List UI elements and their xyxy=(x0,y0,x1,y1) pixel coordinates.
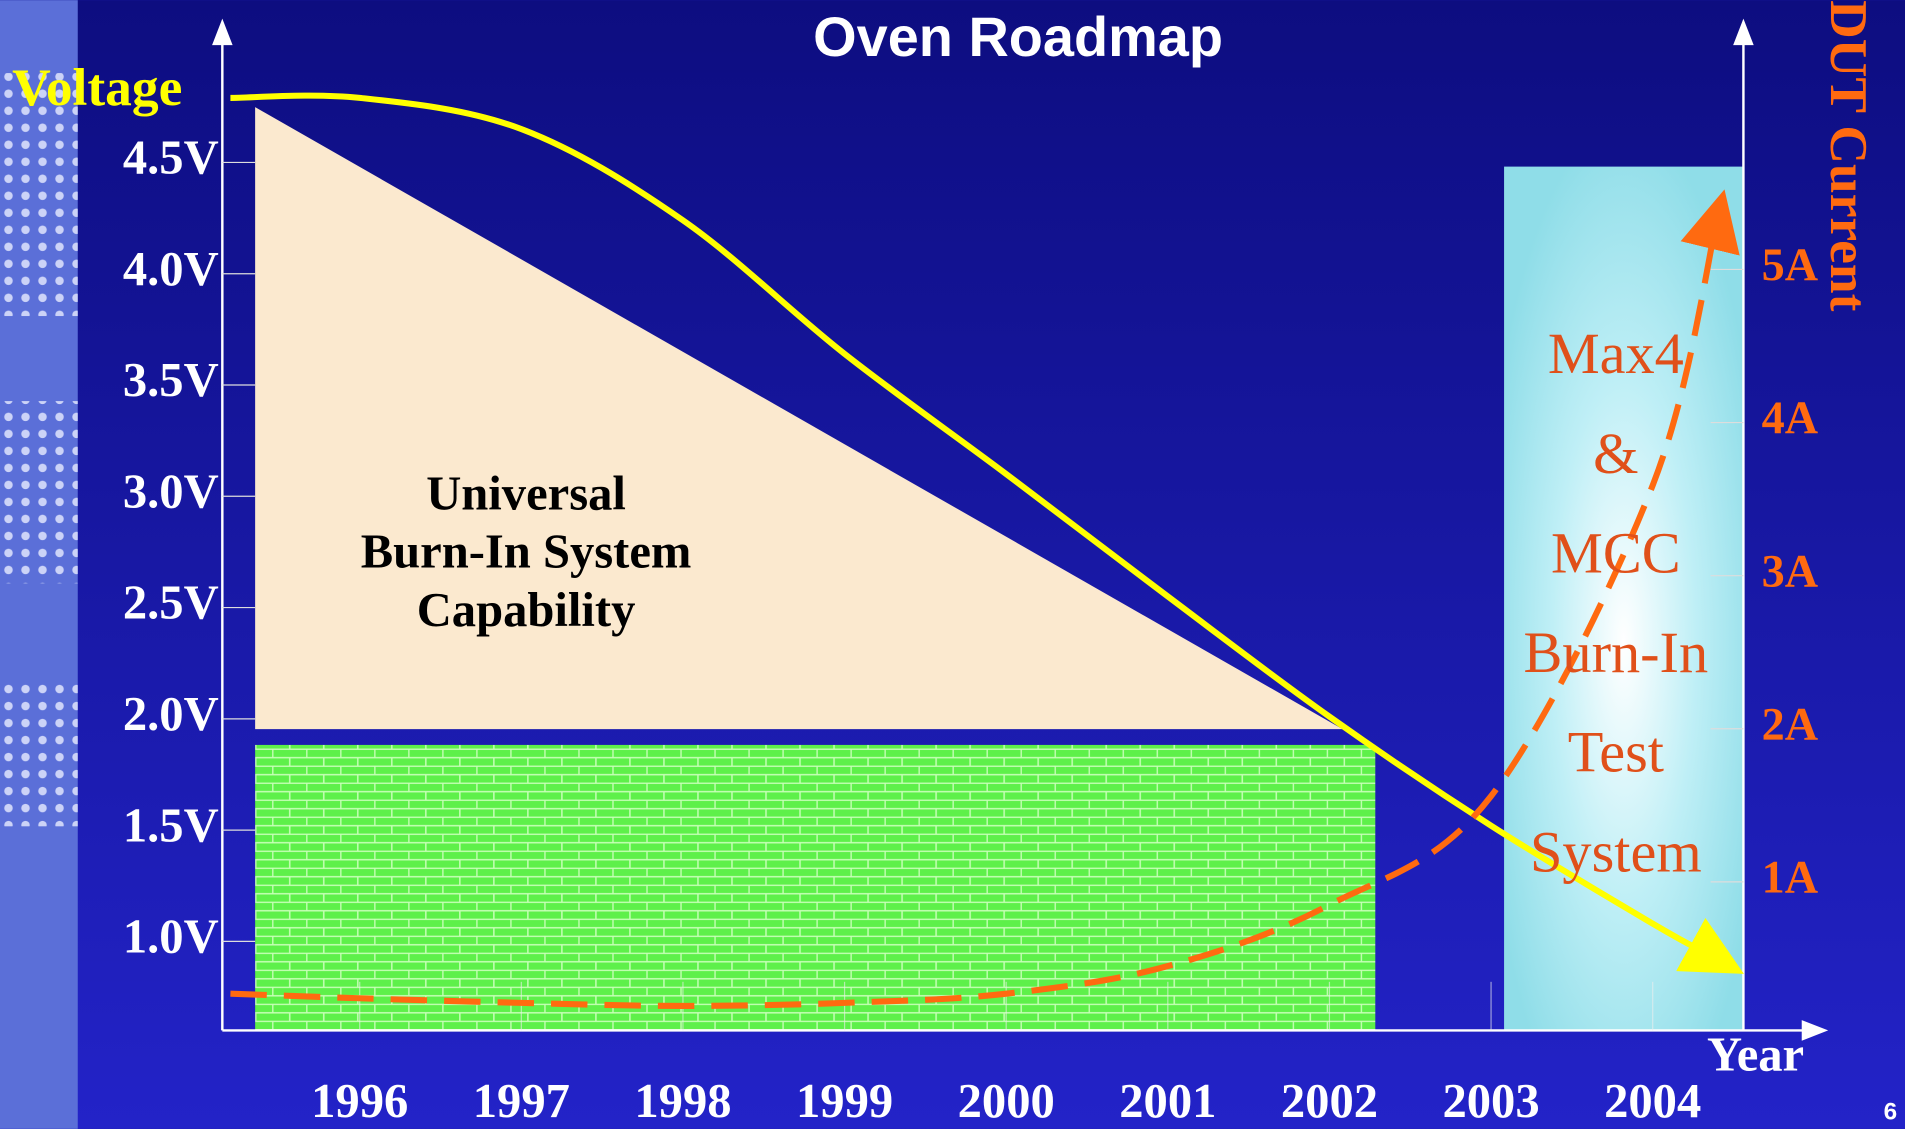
y-tick-label: 4.0V xyxy=(123,242,219,296)
system-label: Test xyxy=(1568,720,1664,785)
side-dots xyxy=(0,401,78,583)
y-tick-label: 2.5V xyxy=(123,576,219,630)
y2-tick-label: 5A xyxy=(1762,239,1818,290)
y2-axis-label: DUT Current xyxy=(1819,0,1879,311)
y2-tick-label: 3A xyxy=(1762,545,1818,596)
y-tick-label: 1.5V xyxy=(123,798,219,852)
slide: Oven Roadmap Voltage DUT Current Year 6 … xyxy=(0,0,1905,1129)
system-label: System xyxy=(1530,819,1702,884)
capability-label: Burn-In System xyxy=(361,525,692,579)
system-label: Burn-In xyxy=(1524,620,1709,685)
y-axis-label: Voltage xyxy=(12,57,182,117)
x-tick-label: 2001 xyxy=(1119,1074,1216,1128)
x-tick-label: 2004 xyxy=(1604,1074,1701,1128)
system-label: Max4 xyxy=(1548,321,1684,386)
y-tick-label: 4.5V xyxy=(123,131,219,185)
x-axis-label: Year xyxy=(1707,1028,1804,1082)
page: Oven Roadmap Voltage DUT Current Year 6 … xyxy=(0,0,1905,1129)
system-label: & xyxy=(1593,421,1638,486)
x-tick-label: 2003 xyxy=(1442,1074,1539,1128)
x-tick-label: 1998 xyxy=(634,1074,731,1128)
y-tick-label: 3.0V xyxy=(123,464,219,518)
y2-tick-label: 2A xyxy=(1762,698,1818,749)
base-region xyxy=(255,745,1375,1031)
y-tick-label: 1.0V xyxy=(123,910,219,964)
side-dots xyxy=(0,681,78,827)
x-tick-label: 1996 xyxy=(311,1074,408,1128)
system-label: MCC xyxy=(1551,520,1681,585)
max4-box xyxy=(1504,167,1743,1031)
capability-label: Universal xyxy=(426,466,626,520)
x-tick-label: 2000 xyxy=(958,1074,1055,1128)
y-tick-label: 2.0V xyxy=(123,687,219,741)
chart-title: Oven Roadmap xyxy=(813,5,1223,68)
x-tick-label: 1999 xyxy=(796,1074,893,1128)
capability-label: Capability xyxy=(417,583,636,637)
y2-tick-label: 4A xyxy=(1762,392,1818,443)
y2-tick-label: 1A xyxy=(1762,851,1818,902)
y-tick-label: 3.5V xyxy=(123,353,219,407)
x-tick-label: 1997 xyxy=(473,1074,570,1128)
page-number: 6 xyxy=(1884,1098,1898,1125)
x-tick-label: 2002 xyxy=(1281,1074,1378,1128)
